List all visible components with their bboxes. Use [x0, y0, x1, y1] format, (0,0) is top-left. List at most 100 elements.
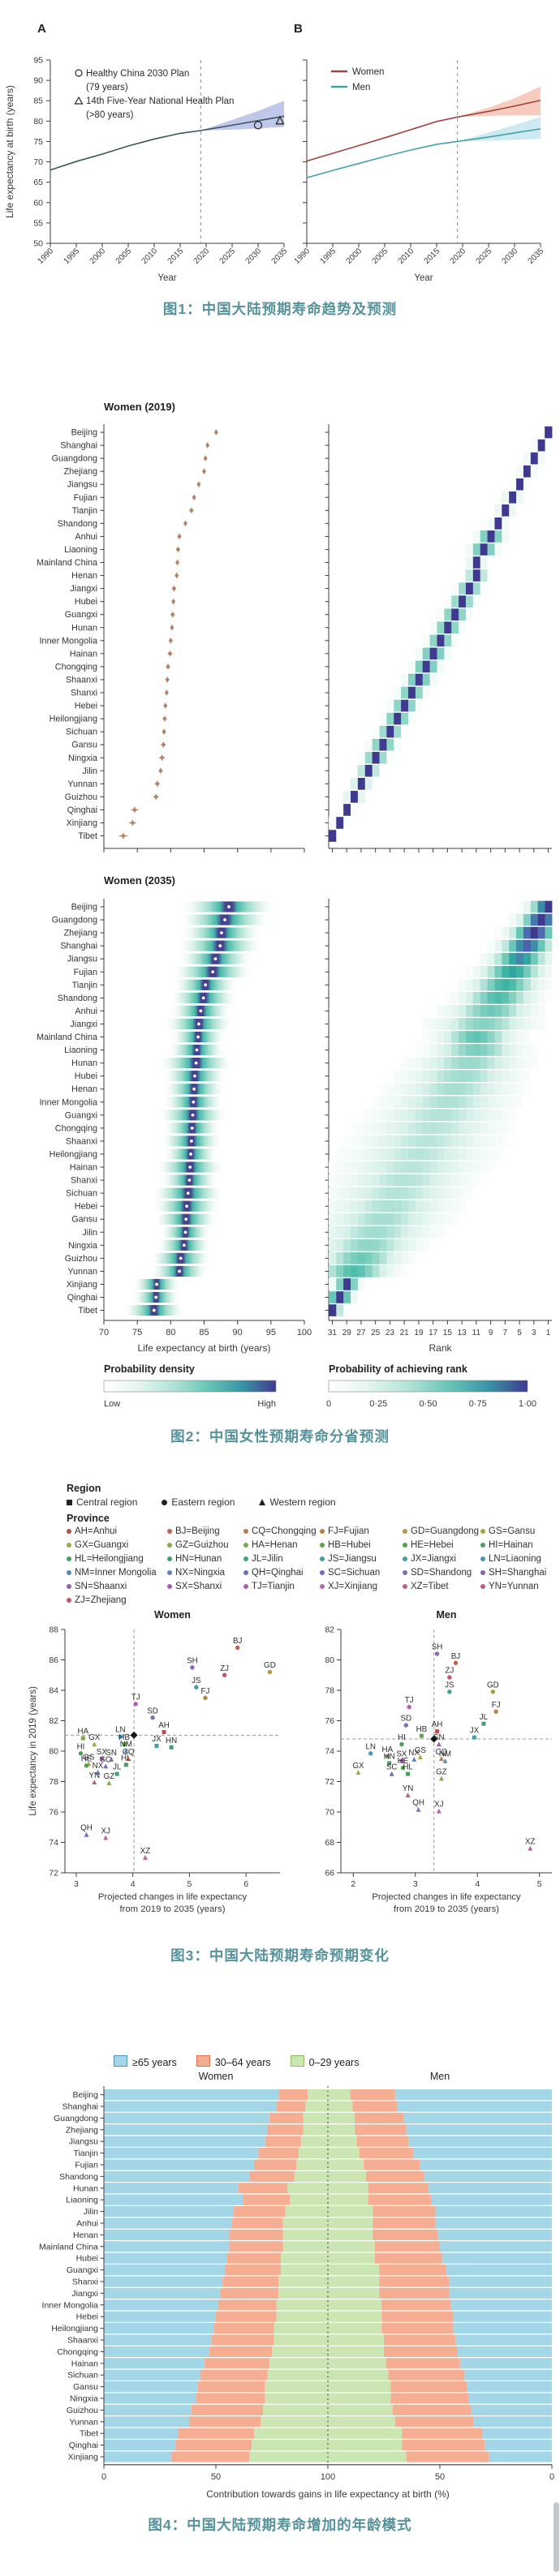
svg-text:Hainan: Hainan [70, 649, 97, 659]
svg-text:Heilongjiang: Heilongjiang [50, 715, 97, 724]
svg-text:Hubei: Hubei [76, 2254, 98, 2264]
svg-text:Yunnan: Yunnan [67, 779, 97, 789]
fig2-province-forecast-chart: Women (2019) Beijing Shanghai Guangdong Zhej… [37, 401, 553, 1409]
square-marker-icon [67, 1499, 72, 1505]
scatter-point-HN: HN [384, 1753, 395, 1766]
scatter-point-CQ: CQ [436, 1748, 448, 1761]
scatter-point-FJ: FJ [201, 1687, 209, 1701]
svg-text:3: 3 [74, 1879, 79, 1889]
svg-text:Hebei: Hebei [76, 2312, 98, 2322]
svg-text:Shanghai: Shanghai [62, 2102, 98, 2112]
svg-text:NX: NX [408, 1749, 420, 1758]
svg-text:Guizhou: Guizhou [65, 1254, 97, 1264]
province-legend-item-AH: AH=Anhui [67, 1526, 167, 1536]
svg-text:YN: YN [403, 1784, 414, 1793]
province-color-dot [243, 1543, 248, 1548]
svg-text:Guangdong: Guangdong [54, 2114, 98, 2123]
svg-text:GX: GX [88, 1733, 101, 1742]
province-color-dot [480, 1543, 485, 1548]
svg-text:74: 74 [49, 1838, 58, 1848]
svg-text:6: 6 [243, 1879, 248, 1889]
fig2-2019-axes: Beijing Shanghai Guangdong Zhejiang Jiangsu F… [37, 424, 552, 852]
province-legend-item-HN: HN=Hunan [167, 1554, 243, 1564]
svg-text:Yunnan: Yunnan [67, 1267, 97, 1277]
svg-text:JX: JX [470, 1727, 480, 1736]
fig2-caption: 图2：中国女性预期寿命分省预测 [170, 1428, 390, 1445]
scatter-point-BJ: BJ [233, 1637, 243, 1651]
province-legend-item-BJ: BJ=Beijing [167, 1526, 243, 1536]
province-legend-item-SC: SC=Sichuan [320, 1568, 403, 1578]
svg-text:(79 years): (79 years) [86, 83, 128, 92]
svg-text:Guangxi: Guangxi [65, 610, 97, 620]
svg-text:XJ: XJ [434, 1801, 444, 1810]
scatter-point-HA: HA [382, 1745, 394, 1759]
legend-swatch-icon [290, 2055, 304, 2067]
svg-text:GD: GD [487, 1681, 499, 1689]
scatter-point-HA: HA [78, 1728, 89, 1741]
fig4-age-pattern-chart: Women Men Beijing Shanghai Guangdong Zhejiang… [39, 2071, 554, 2500]
province-legend-item-JX: JX=Jiangxi [403, 1554, 480, 1564]
svg-text:Shanxi: Shanxi [72, 2278, 98, 2287]
province-legend-item-HE: HE=Hebei [403, 1540, 480, 1550]
svg-text:85: 85 [199, 1328, 209, 1337]
fig4-men-title: Men [430, 2071, 450, 2082]
svg-text:TJ: TJ [131, 1693, 140, 1702]
figure-2-section: Women (2019) Beijing Shanghai Guangdong Zhej… [0, 349, 560, 1468]
svg-text:SN: SN [106, 1749, 117, 1758]
svg-text:1990: 1990 [293, 247, 312, 266]
density-colorbar [103, 1380, 277, 1393]
svg-text:Jiangxi: Jiangxi [71, 2289, 98, 2299]
svg-text:Men: Men [352, 83, 370, 92]
svg-text:85: 85 [33, 97, 43, 106]
svg-text:Shandong: Shandong [58, 994, 97, 1003]
svg-text:2030: 2030 [244, 247, 264, 266]
svg-text:Hainan: Hainan [71, 2359, 98, 2368]
legend-swatch-icon [114, 2055, 127, 2067]
svg-text:72: 72 [49, 1869, 58, 1878]
svg-text:ZJ: ZJ [445, 1667, 454, 1676]
province-legend-item-GS: GS=Gansu [480, 1526, 558, 1536]
svg-text:78: 78 [325, 1686, 334, 1696]
scatter-point-LN: LN [115, 1726, 126, 1739]
scatter-point-QH: QH [412, 1799, 424, 1812]
scatter-point-NM: NM [439, 1750, 451, 1763]
scatter-point-NX: NX [408, 1749, 420, 1762]
svg-text:CQ: CQ [123, 1748, 135, 1757]
svg-text:Women: Women [352, 67, 384, 77]
svg-text:Henan: Henan [73, 2230, 98, 2240]
svg-text:NM: NM [120, 1741, 132, 1750]
svg-text:2005: 2005 [114, 247, 134, 266]
scatter-point-HB: HB [118, 1733, 130, 1747]
province-color-dot [480, 1584, 485, 1589]
svg-text:B: B [294, 22, 303, 36]
province-legend-item-HL: HL=Heilongjiang [67, 1554, 167, 1564]
svg-text:Inner Mongolia: Inner Mongolia [40, 636, 97, 646]
svg-text:Shaanxi: Shaanxi [66, 1136, 97, 1146]
svg-text:Guizhou: Guizhou [67, 2406, 98, 2415]
svg-text:Qinghai: Qinghai [69, 2441, 98, 2450]
province-color-dot [167, 1570, 172, 1575]
fig1-trend-chart: A 50 55 60 65 70 75 80 85 90 95 1990 1995 2000 2005 201… [4, 22, 545, 283]
fig4-x-axis-label: Contribution towards gains in life expec… [206, 2488, 449, 2500]
province-legend-item-SH: SH=Shanghai [480, 1568, 558, 1578]
svg-text:80: 80 [166, 1328, 175, 1337]
fig4-women-title: Women [199, 2071, 234, 2082]
svg-text:3: 3 [413, 1879, 418, 1889]
svg-text:Mainland China: Mainland China [37, 1033, 97, 1042]
fig3-panel-men: Men 66 68 70 72 74 76 78 80 82 2 3 4 5 SH BJ ZJ JS GD FJ TJ S… [325, 1609, 552, 1914]
svg-text:Shanxi: Shanxi [71, 689, 97, 698]
province-color-dot [67, 1570, 71, 1575]
province-color-dot [403, 1529, 407, 1534]
svg-text:2015: 2015 [423, 247, 442, 266]
svg-text:1990: 1990 [37, 247, 56, 266]
svg-text:Heilongjiang: Heilongjiang [50, 1149, 97, 1159]
svg-text:Sichuan: Sichuan [67, 2371, 98, 2381]
svg-text:84: 84 [49, 1686, 58, 1696]
svg-text:Qinghai: Qinghai [67, 1293, 97, 1303]
province-color-dot [67, 1556, 71, 1561]
page-scrollbar-thumb[interactable] [554, 2502, 559, 2572]
svg-text:Mainland China: Mainland China [37, 558, 97, 568]
svg-text:Hunan: Hunan [71, 623, 97, 633]
fig2-2019-title: Women (2019) [104, 401, 175, 413]
